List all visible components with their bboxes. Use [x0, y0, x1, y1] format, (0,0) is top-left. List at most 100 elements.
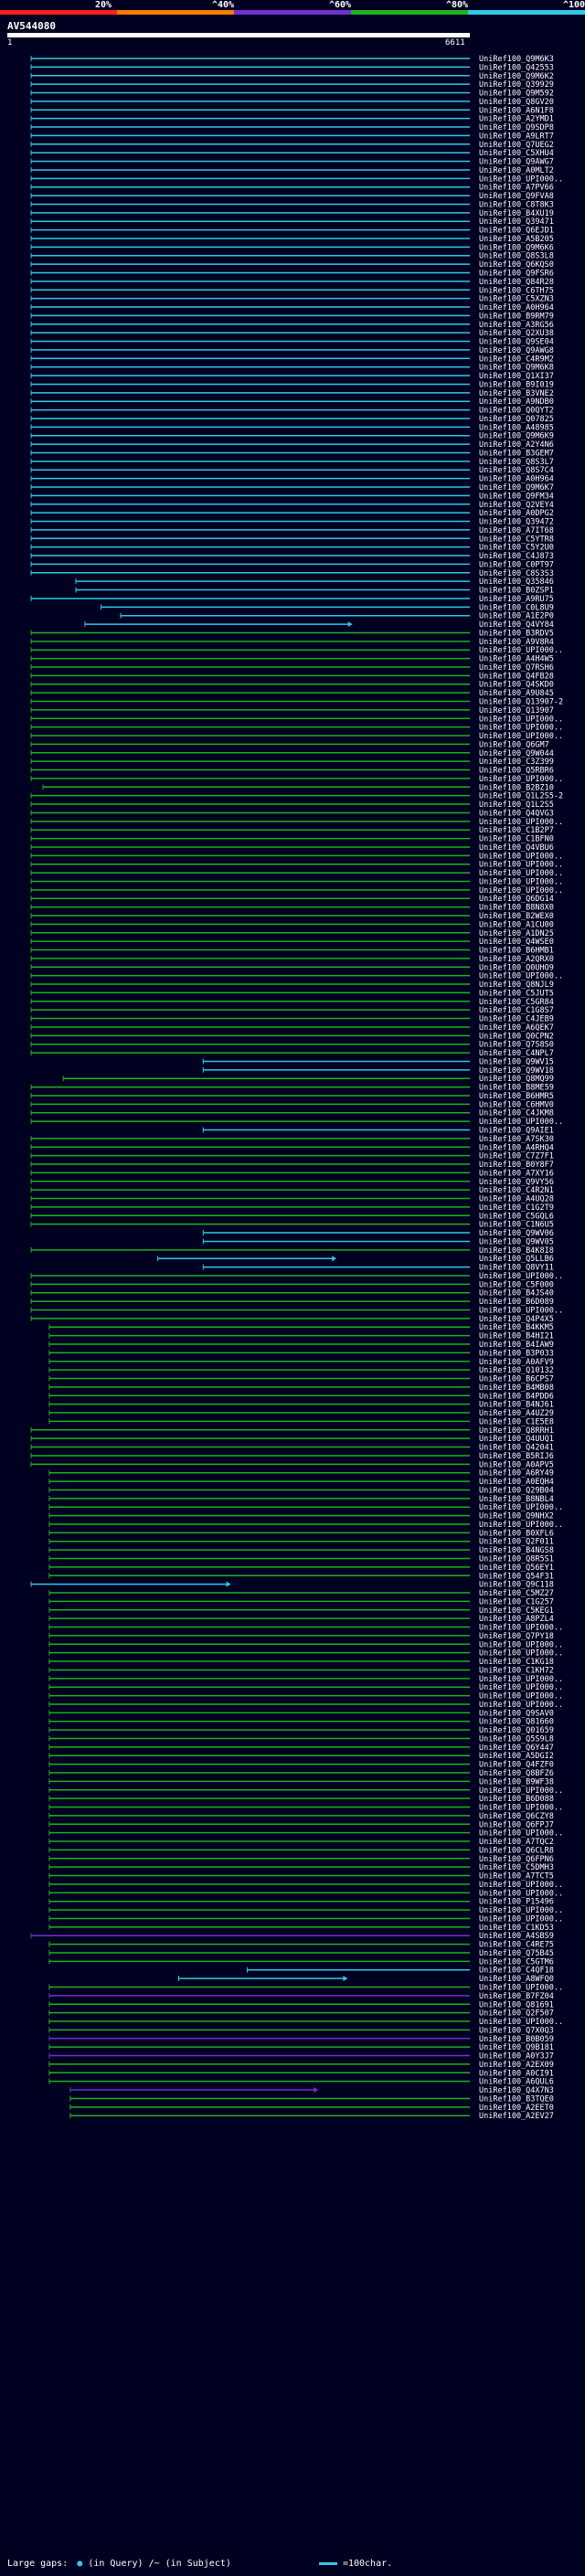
hit-label[interactable]: UniRef100_UPI000.. [479, 1521, 563, 1530]
hit-label[interactable]: UniRef100_UPI000.. [479, 1881, 563, 1890]
hit-label[interactable]: UniRef100_Q42553 [479, 63, 554, 72]
hit-label[interactable]: UniRef100_A9RU75 [479, 595, 554, 604]
hit-label[interactable]: UniRef100_Q1L2S5-2 [479, 792, 563, 801]
hit-label[interactable]: UniRef100_C0PT97 [479, 560, 554, 569]
hit-label[interactable]: UniRef100_UPI000.. [479, 1503, 563, 1512]
hit-label[interactable]: UniRef100_A7PV66 [479, 184, 554, 193]
hit-label[interactable]: UniRef100_Q4FB28 [479, 672, 554, 681]
hit-label[interactable]: UniRef100_A7IT68 [479, 526, 554, 535]
hit-label[interactable]: UniRef100_UPI000.. [479, 1804, 563, 1813]
hit-label[interactable]: UniRef100_Q9FSR6 [479, 270, 554, 279]
hit-label[interactable]: UniRef100_A6N1F8 [479, 106, 554, 115]
hit-label[interactable]: UniRef100_UPI000.. [479, 1829, 563, 1839]
hit-label[interactable]: UniRef100_A9V8R4 [479, 638, 554, 647]
hit-label[interactable]: UniRef100_Q9FVA8 [479, 192, 554, 201]
hit-label[interactable]: UniRef100_Q9C118 [479, 1581, 554, 1590]
hit-label[interactable]: UniRef100_UPI000.. [479, 1624, 563, 1633]
hit-label[interactable]: UniRef100_C5GQL6 [479, 1212, 554, 1221]
hit-label[interactable]: UniRef100_Q9M592 [479, 90, 554, 99]
hit-label[interactable]: UniRef100_Q4WSE0 [479, 938, 554, 947]
hit-label[interactable]: UniRef100_Q6FPN6 [479, 1855, 554, 1864]
hit-label[interactable]: UniRef100_Q4P4X5 [479, 1315, 554, 1324]
hit-label[interactable]: UniRef100_C1B2P7 [479, 826, 554, 835]
hit-label[interactable]: UniRef100_Q39472 [479, 518, 554, 527]
hit-label[interactable]: UniRef100_B4KKM5 [479, 1323, 554, 1332]
hit-label[interactable]: UniRef100_B4NJ61 [479, 1401, 554, 1410]
hit-label[interactable]: UniRef100_C5GR84 [479, 998, 554, 1007]
hit-label[interactable]: UniRef100_A48985 [479, 423, 554, 432]
hit-label[interactable]: UniRef100_B8ME59 [479, 1084, 554, 1093]
hit-label[interactable]: UniRef100_Q42041 [479, 1444, 554, 1453]
hit-label[interactable]: UniRef100_UPI000.. [479, 1675, 563, 1684]
hit-label[interactable]: UniRef100_UPI000.. [479, 1984, 563, 1993]
hit-label[interactable]: UniRef100_UPI000.. [479, 1272, 563, 1281]
hit-label[interactable]: UniRef100_C4JKM8 [479, 1109, 554, 1118]
hit-label[interactable]: UniRef100_B2BZ10 [479, 783, 554, 792]
hit-label[interactable]: UniRef100_Q9WV06 [479, 1229, 554, 1238]
hit-label[interactable]: UniRef100_Q4UUQ1 [479, 1435, 554, 1444]
hit-label[interactable]: UniRef100_UPI000.. [479, 1914, 563, 1924]
hit-label[interactable]: UniRef100_A2EET0 [479, 2104, 554, 2113]
hit-label[interactable]: UniRef100_Q9VY56 [479, 1178, 554, 1187]
hit-label[interactable]: UniRef100_C1G2T9 [479, 1203, 554, 1213]
hit-label[interactable]: UniRef100_Q4VBU6 [479, 843, 554, 853]
hit-label[interactable]: UniRef100_C8T8K3 [479, 200, 554, 209]
hit-label[interactable]: UniRef100_Q9M6K6 [479, 243, 554, 252]
hit-label[interactable]: UniRef100_B6D089 [479, 1298, 554, 1307]
hit-label[interactable]: UniRef100_Q4QVG3 [479, 809, 554, 818]
hit-label[interactable]: UniRef100_Q5S9L8 [479, 1734, 554, 1744]
hit-label[interactable]: UniRef100_Q10132 [479, 1366, 554, 1375]
hit-label[interactable]: UniRef100_C1BFN0 [479, 835, 554, 844]
hit-label[interactable]: UniRef100_Q9AWG7 [479, 158, 554, 167]
hit-label[interactable]: UniRef100_B4PDD6 [479, 1392, 554, 1401]
hit-label[interactable]: UniRef100_B0B059 [479, 2035, 554, 2044]
hit-label[interactable]: UniRef100_Q9M6K3 [479, 55, 554, 64]
hit-label[interactable]: UniRef100_C5XZN3 [479, 295, 554, 304]
hit-label[interactable]: UniRef100_A8WFQ0 [479, 1975, 554, 1984]
hit-label[interactable]: UniRef100_C4R2N1 [479, 1186, 554, 1195]
hit-label[interactable]: UniRef100_C4J873 [479, 552, 554, 561]
hit-label[interactable]: UniRef100_A9NDB0 [479, 398, 554, 407]
hit-label[interactable]: UniRef100_B0ZSP1 [479, 587, 554, 596]
hit-label[interactable]: UniRef100_UPI000.. [479, 869, 563, 878]
hit-label[interactable]: UniRef100_B0Y8F7 [479, 1161, 554, 1170]
hit-label[interactable]: UniRef100_A1DN25 [479, 929, 554, 938]
hit-label[interactable]: UniRef100_UPI000.. [479, 861, 563, 870]
hit-label[interactable]: UniRef100_Q8RRH1 [479, 1426, 554, 1436]
hit-label[interactable]: UniRef100_Q9M6K9 [479, 432, 554, 441]
hit-label[interactable]: UniRef100_B6HMR5 [479, 1092, 554, 1101]
hit-label[interactable]: UniRef100_A5DGI2 [479, 1752, 554, 1761]
hit-label[interactable]: UniRef100_A9U845 [479, 689, 554, 698]
hit-label[interactable]: UniRef100_Q9W044 [479, 749, 554, 758]
hit-label[interactable]: UniRef100_Q8BFZ6 [479, 1769, 554, 1778]
hit-label[interactable]: UniRef100_B8N8X0 [479, 904, 554, 913]
hit-label[interactable]: UniRef100_Q8R5S1 [479, 1555, 554, 1564]
hit-label[interactable]: UniRef100_Q9SAV0 [479, 1709, 554, 1718]
hit-label[interactable]: UniRef100_A8PZL4 [479, 1615, 554, 1624]
hit-label[interactable]: UniRef100_B2WEX0 [479, 912, 554, 921]
hit-label[interactable]: UniRef100_C0L8U9 [479, 603, 554, 612]
hit-label[interactable]: UniRef100_UPI000.. [479, 646, 563, 655]
hit-label[interactable]: UniRef100_UPI000.. [479, 732, 563, 741]
hit-label[interactable]: UniRef100_UPI000.. [479, 972, 563, 981]
hit-label[interactable]: UniRef100_Q13907 [479, 706, 554, 716]
hit-label[interactable]: UniRef100_C5KEG1 [479, 1606, 554, 1616]
hit-label[interactable]: UniRef100_B0XFL6 [479, 1529, 554, 1538]
hit-label[interactable]: UniRef100_C5YTR8 [479, 535, 554, 544]
hit-label[interactable]: UniRef100_B4HI21 [479, 1332, 554, 1341]
hit-label[interactable]: UniRef100_A7TQC2 [479, 1838, 554, 1847]
hit-label[interactable]: UniRef100_A4SBS9 [479, 1932, 554, 1941]
hit-label[interactable]: UniRef100_C5GTM6 [479, 1957, 554, 1966]
hit-label[interactable]: UniRef100_Q4VY84 [479, 620, 554, 630]
hit-label[interactable]: UniRef100_C5DMH3 [479, 1863, 554, 1872]
hit-label[interactable]: UniRef100_Q13907-2 [479, 698, 563, 707]
hit-label[interactable]: UniRef100_B6HMB1 [479, 947, 554, 956]
hit-label[interactable]: UniRef100_B7FZ04 [479, 1992, 554, 2001]
hit-label[interactable]: UniRef100_Q4X7N3 [479, 2086, 554, 2095]
hit-label[interactable]: UniRef100_B3RDV5 [479, 629, 554, 638]
hit-label[interactable]: UniRef100_B4XU19 [479, 209, 554, 218]
hit-label[interactable]: UniRef100_A7XY16 [479, 1169, 554, 1178]
hit-label[interactable]: UniRef100_A5B205 [479, 235, 554, 244]
hit-label[interactable]: UniRef100_B4NGS8 [479, 1546, 554, 1555]
hit-label[interactable]: UniRef100_UPI000.. [479, 1692, 563, 1701]
